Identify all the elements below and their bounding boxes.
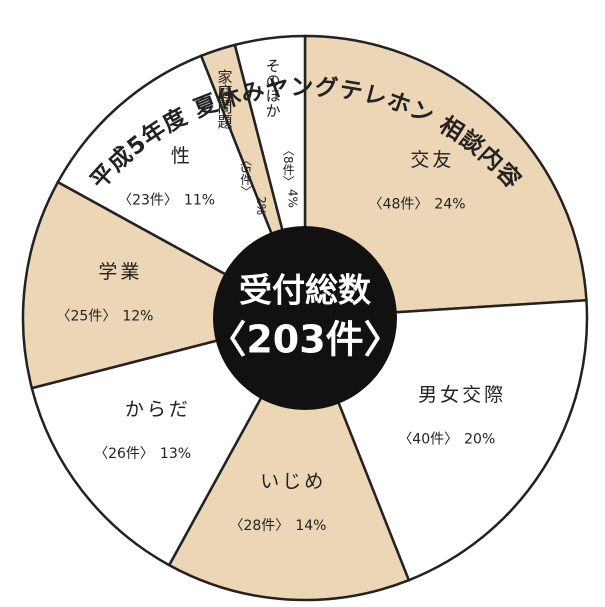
- count-label: 〈8件〉: [281, 144, 295, 188]
- value-label: 2%: [254, 196, 268, 215]
- count-label: 〈5件〉: [239, 154, 253, 198]
- value-label: 11%: [184, 192, 215, 208]
- slice-label: 学業: [98, 261, 142, 283]
- value-label: 14%: [295, 518, 326, 534]
- slice-label: そのほか: [264, 58, 282, 118]
- slice-label: 家庭問題: [215, 69, 233, 130]
- value-label: 13%: [160, 446, 191, 462]
- center-label: 受付総数: [239, 271, 372, 310]
- count-label: 〈40件〉: [398, 432, 458, 448]
- slice-label: 性: [171, 145, 193, 167]
- count-label: 〈25件〉: [57, 309, 117, 325]
- chart: 平成5年度 夏休みヤングテレホン 相談内容 受付総数 〈203件〉 交友〈48件…: [0, 0, 605, 607]
- center-value: 〈203件〉: [208, 318, 401, 362]
- value-label: 12%: [122, 309, 153, 325]
- count-label: 〈26件〉: [94, 446, 154, 462]
- slice-label: からだ: [125, 399, 191, 421]
- count-label: 〈23件〉: [118, 192, 178, 208]
- count-label: 〈28件〉: [229, 518, 289, 534]
- value-label: 4%: [286, 189, 300, 208]
- slice-label: 交友: [410, 149, 454, 171]
- count-label: 〈48件〉: [369, 196, 429, 212]
- slice-label: 男女交際: [418, 384, 506, 406]
- slice-label: いじめ: [260, 470, 326, 492]
- value-label: 24%: [434, 196, 465, 212]
- value-label: 20%: [464, 432, 495, 448]
